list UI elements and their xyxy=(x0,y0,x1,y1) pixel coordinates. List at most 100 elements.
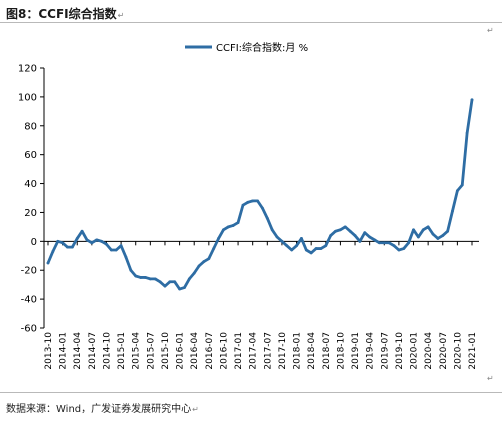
bottom-rule xyxy=(0,392,502,393)
data-point xyxy=(256,199,259,203)
x-tick-label: 2019-01 xyxy=(351,332,361,370)
x-tick-label: 2017-01 xyxy=(234,332,244,370)
x-tick-label: 2015-10 xyxy=(161,332,171,370)
data-point xyxy=(192,271,196,275)
data-point xyxy=(402,247,406,250)
x-tick-label: 2019-10 xyxy=(395,332,405,370)
data-point xyxy=(329,234,333,237)
data-point xyxy=(421,228,425,232)
data-point xyxy=(129,268,133,272)
x-tick-label: 2018-04 xyxy=(307,332,317,370)
data-point xyxy=(397,248,401,252)
data-point xyxy=(465,131,469,135)
data-point xyxy=(246,200,250,204)
y-tick-label: -60 xyxy=(21,324,37,335)
data-point xyxy=(324,244,328,248)
x-tick-label: 2019-07 xyxy=(380,332,390,370)
x-tick-label: 2016-07 xyxy=(205,332,215,370)
series-group xyxy=(46,98,474,291)
y-tick-label: 20 xyxy=(24,208,37,219)
x-tick-label: 2018-07 xyxy=(322,332,332,370)
x-tick-label: 2016-01 xyxy=(176,332,186,370)
data-point xyxy=(412,228,415,232)
x-tick-label: 2013-10 xyxy=(44,332,54,370)
data-point xyxy=(309,251,313,255)
data-point xyxy=(304,248,308,252)
x-tick-label: 2019-04 xyxy=(366,332,376,370)
data-point xyxy=(339,228,342,232)
data-point xyxy=(178,287,181,291)
data-point xyxy=(295,244,298,248)
x-tick-label: 2015-01 xyxy=(117,332,127,370)
data-point xyxy=(285,244,289,248)
x-tick-label: 2018-01 xyxy=(293,332,303,370)
x-tick-label: 2020-10 xyxy=(453,332,463,370)
data-point xyxy=(46,261,50,265)
x-tick-label: 2017-10 xyxy=(278,332,288,370)
x-tick-label: 2017-07 xyxy=(263,332,273,370)
data-point xyxy=(416,235,420,239)
data-point xyxy=(348,229,352,233)
data-point xyxy=(109,248,113,252)
source-note: 数据来源：Wind，广发证券发展研究中心↵ xyxy=(6,400,199,415)
data-point xyxy=(124,255,128,259)
data-point xyxy=(451,209,454,213)
figure-title: 图8：CCFI综合指数↵ xyxy=(6,5,124,22)
x-tick-label: 2016-10 xyxy=(219,332,229,370)
data-point xyxy=(231,224,235,227)
legend-label: CCFI:综合指数:月 % xyxy=(216,41,308,54)
data-point xyxy=(222,228,225,232)
data-point xyxy=(265,216,269,220)
data-point xyxy=(61,241,65,245)
data-point xyxy=(187,277,191,281)
y-tick-label: -20 xyxy=(21,266,37,277)
data-point xyxy=(75,237,79,240)
data-point xyxy=(226,225,230,229)
data-point xyxy=(85,238,89,242)
data-point xyxy=(144,276,147,279)
x-tick-label: 2014-07 xyxy=(88,332,98,370)
data-point xyxy=(90,241,94,245)
data-point xyxy=(153,277,157,281)
y-tick-label: 40 xyxy=(24,179,37,190)
y-axis: -60 -40 -20 0 20 40 60 80 100 120 xyxy=(18,64,45,335)
return-mark-top-right: ↵ xyxy=(487,26,494,35)
x-tick-label: 2014-01 xyxy=(59,332,69,370)
data-point xyxy=(280,239,284,243)
y-tick-label: 60 xyxy=(24,150,37,161)
data-point xyxy=(392,244,396,248)
figure-title-label: 图8： xyxy=(6,7,39,21)
chart-legend: CCFI:综合指数:月 % xyxy=(185,41,308,54)
data-point xyxy=(207,257,211,261)
data-point xyxy=(314,247,318,250)
title-return-mark: ↵ xyxy=(117,11,125,20)
data-point xyxy=(378,241,381,245)
data-point xyxy=(105,242,108,246)
data-point xyxy=(261,206,264,210)
x-tick-label: 2014-10 xyxy=(102,332,112,370)
data-point xyxy=(163,284,167,288)
data-point xyxy=(212,247,216,250)
data-point xyxy=(363,231,367,235)
y-tick-label: 120 xyxy=(18,64,37,75)
data-point xyxy=(275,235,279,239)
data-point xyxy=(334,229,337,233)
data-point xyxy=(426,225,430,229)
data-point xyxy=(51,250,55,253)
data-point xyxy=(300,237,303,240)
x-tick-label: 2016-04 xyxy=(190,332,200,370)
data-point xyxy=(373,238,376,242)
data-point xyxy=(70,245,74,249)
data-point xyxy=(173,280,177,284)
x-tick-label: 2014-04 xyxy=(73,332,83,370)
data-point xyxy=(290,248,294,252)
data-point xyxy=(139,276,143,279)
data-point xyxy=(358,239,362,243)
data-point xyxy=(241,203,245,207)
data-point xyxy=(368,235,372,239)
data-point xyxy=(431,232,435,236)
data-point xyxy=(148,277,152,281)
data-point xyxy=(441,234,445,237)
x-tick-label: 2020-04 xyxy=(424,332,434,370)
top-rule xyxy=(0,22,502,23)
